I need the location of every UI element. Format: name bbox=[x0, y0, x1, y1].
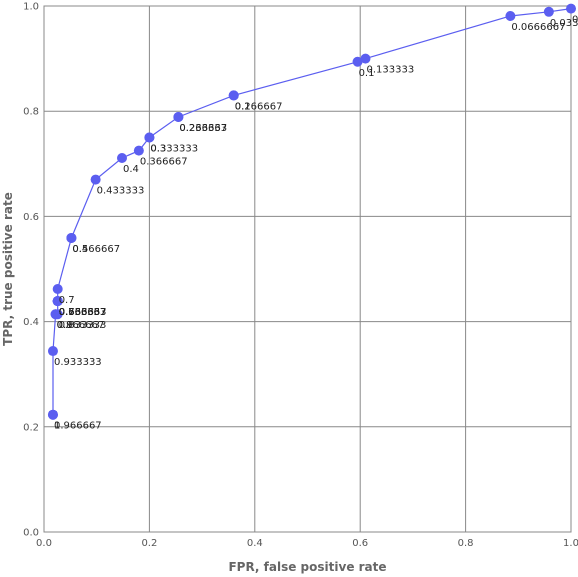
data-label: 0.2 bbox=[235, 101, 251, 112]
data-label: 0.733333 bbox=[59, 307, 107, 318]
data-label: 0.666667 bbox=[59, 307, 107, 318]
data-point bbox=[52, 296, 63, 307]
data-label: 0.7 bbox=[59, 295, 75, 306]
axes bbox=[43, 5, 572, 533]
x-tick-label: 0.6 bbox=[352, 538, 368, 549]
data-point bbox=[90, 174, 101, 185]
data-label: 0.433333 bbox=[97, 186, 145, 197]
data-label: 0.4 bbox=[123, 164, 139, 175]
x-tick-label: 0.4 bbox=[247, 538, 263, 549]
y-tick-label: 0.8 bbox=[23, 107, 39, 118]
data-point bbox=[133, 145, 144, 156]
data-label: 0.166667 bbox=[235, 101, 283, 112]
plot-frame bbox=[43, 5, 572, 533]
x-tick-label: 0.2 bbox=[141, 538, 157, 549]
point-labels: 10.9666670.9333330.90.8666670.8333330.60… bbox=[54, 15, 578, 432]
x-tick-label: 0.8 bbox=[458, 538, 474, 549]
data-label: 0.0333333 bbox=[550, 18, 578, 29]
x-tick-label: 1.0 bbox=[563, 538, 578, 549]
data-label: 1 bbox=[54, 421, 60, 432]
data-label: 0.0666667 bbox=[511, 22, 565, 33]
y-tick-label: 0.0 bbox=[23, 528, 39, 539]
data-label: 0.833333 bbox=[59, 320, 107, 331]
data-point bbox=[505, 10, 516, 21]
data-label: 0.233333 bbox=[179, 123, 227, 134]
x-axis-title: FPR, false positive rate bbox=[228, 560, 386, 574]
data-point bbox=[47, 346, 58, 357]
data-point bbox=[116, 153, 127, 164]
data-label: 0.633333 bbox=[59, 307, 107, 318]
y-tick-label: 0.4 bbox=[23, 317, 39, 328]
data-label: 0.1 bbox=[359, 68, 375, 79]
x-tick-label: 0.0 bbox=[36, 538, 52, 549]
data-label: 0.766667 bbox=[59, 307, 107, 318]
data-label: 0.566667 bbox=[59, 307, 107, 318]
data-point bbox=[47, 409, 58, 420]
data-label: 0.133333 bbox=[366, 65, 414, 76]
data-points bbox=[47, 3, 576, 420]
data-point bbox=[173, 111, 184, 122]
y-tick-label: 1.0 bbox=[23, 2, 39, 13]
data-label: 0.966667 bbox=[54, 421, 102, 432]
data-point bbox=[52, 283, 63, 294]
data-label: 0.6 bbox=[59, 307, 75, 318]
data-label: 0.366667 bbox=[140, 157, 188, 168]
roc-curve-line bbox=[52, 8, 572, 415]
data-point bbox=[360, 53, 371, 64]
data-label: 0.866667 bbox=[57, 320, 105, 331]
y-tick-label: 0.6 bbox=[23, 212, 39, 223]
data-point bbox=[66, 232, 77, 243]
data-label: 0 bbox=[572, 15, 578, 26]
data-point bbox=[228, 90, 239, 101]
tick-labels: 0.0 0.2 0.4 0.6 0.8 1.0 0.0 0.2 0.4 0.6 0.8 1.0 bbox=[23, 2, 578, 550]
data-point bbox=[352, 56, 363, 67]
data-point bbox=[566, 3, 576, 14]
data-label: 0.933333 bbox=[54, 357, 102, 368]
data-label: 0.9 bbox=[57, 320, 73, 331]
data-label: 0.3 bbox=[150, 144, 166, 155]
y-axis-title: TPR, true positive rate bbox=[1, 192, 15, 346]
data-label: 0.466667 bbox=[72, 244, 120, 255]
data-point bbox=[543, 6, 554, 17]
data-label: 0.266667 bbox=[179, 123, 227, 134]
grid-lines bbox=[43, 5, 572, 533]
data-label: 0.5 bbox=[72, 244, 88, 255]
data-point bbox=[52, 309, 63, 320]
data-label: 0.333333 bbox=[150, 144, 198, 155]
data-point bbox=[144, 132, 155, 143]
y-tick-label: 0.2 bbox=[23, 422, 39, 433]
